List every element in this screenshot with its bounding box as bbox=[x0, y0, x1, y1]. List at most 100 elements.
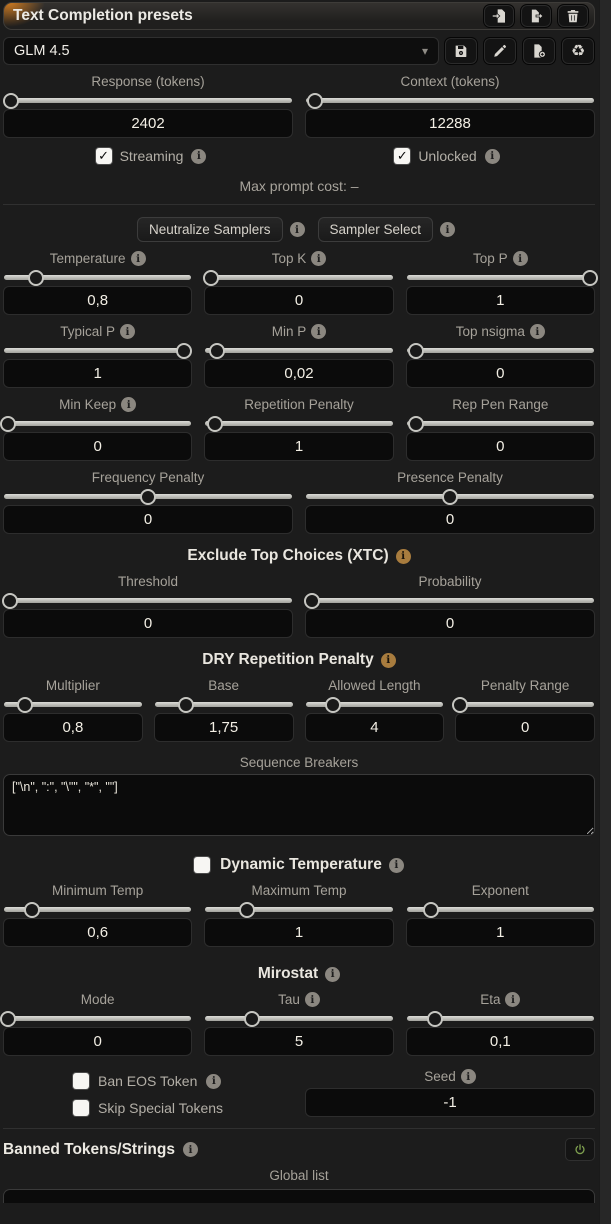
response-value[interactable]: 2402 bbox=[3, 109, 293, 138]
update-preset-button[interactable] bbox=[444, 37, 478, 65]
rename-preset-button[interactable] bbox=[483, 37, 517, 65]
temperature-value[interactable]: 0,8 bbox=[3, 286, 193, 315]
dry_base-slider[interactable] bbox=[154, 696, 293, 713]
unlocked-checkbox[interactable]: ✓ bbox=[394, 148, 411, 164]
xtc_probability-slider-handle[interactable] bbox=[303, 592, 320, 609]
info-icon[interactable]: i bbox=[191, 148, 207, 164]
dry_multiplier-value[interactable]: 0,8 bbox=[3, 713, 143, 742]
info-icon[interactable]: i bbox=[304, 992, 320, 1007]
info-icon[interactable]: i bbox=[311, 251, 327, 266]
min_temp-value[interactable]: 0,6 bbox=[3, 918, 193, 947]
dry_base-slider-handle[interactable] bbox=[178, 696, 195, 713]
info-icon[interactable]: i bbox=[395, 548, 411, 564]
freq_pen-value[interactable]: 0 bbox=[3, 505, 293, 534]
top_p-slider-handle[interactable] bbox=[582, 269, 599, 286]
miro_mode-value[interactable]: 0 bbox=[3, 1027, 193, 1056]
info-icon[interactable]: i bbox=[380, 652, 396, 668]
streaming-checkbox[interactable]: ✓ bbox=[95, 148, 112, 164]
max_temp-slider-handle[interactable] bbox=[238, 901, 255, 918]
top_p-slider[interactable] bbox=[406, 269, 599, 286]
typical_p-value[interactable]: 1 bbox=[3, 359, 193, 388]
info-icon[interactable]: i bbox=[311, 324, 327, 339]
min_p-slider-handle[interactable] bbox=[208, 342, 225, 359]
toggle-banned-tokens-button[interactable] bbox=[565, 1138, 595, 1161]
neutralize-samplers-button[interactable]: Neutralize Samplers bbox=[136, 217, 283, 242]
restore-preset-button[interactable]: ♻ bbox=[561, 37, 595, 65]
sequence-breakers-textarea[interactable]: ["\n", ":", "\"", "*", ""] bbox=[3, 774, 595, 836]
dry_allowed_length-slider-handle[interactable] bbox=[325, 696, 342, 713]
info-icon[interactable]: i bbox=[388, 857, 404, 873]
xtc_probability-value[interactable]: 0 bbox=[305, 609, 595, 638]
xtc_threshold-slider[interactable] bbox=[1, 592, 292, 609]
typical_p-slider-handle[interactable] bbox=[175, 342, 192, 359]
preset-select[interactable]: GLM 4.5 ▾ bbox=[3, 37, 439, 65]
max_temp-value[interactable]: 1 bbox=[204, 918, 394, 947]
miro_tau-slider-handle[interactable] bbox=[244, 1010, 261, 1027]
max_temp-slider[interactable] bbox=[205, 901, 393, 918]
dry_multiplier-slider-handle[interactable] bbox=[16, 696, 33, 713]
info-icon[interactable]: i bbox=[460, 1069, 476, 1084]
min_keep-slider-handle[interactable] bbox=[0, 415, 16, 432]
info-icon[interactable]: i bbox=[130, 251, 146, 266]
temperature-slider[interactable] bbox=[4, 269, 192, 286]
xtc_threshold-slider-handle[interactable] bbox=[1, 592, 18, 609]
rep_pen_range-slider-handle[interactable] bbox=[408, 415, 425, 432]
pres_pen-value[interactable]: 0 bbox=[305, 505, 595, 534]
miro_tau-slider[interactable] bbox=[205, 1010, 393, 1027]
min_keep-slider[interactable] bbox=[0, 415, 192, 432]
dry_penalty_range-value[interactable]: 0 bbox=[455, 713, 595, 742]
min_p-value[interactable]: 0,02 bbox=[204, 359, 394, 388]
miro_eta-value[interactable]: 0,1 bbox=[405, 1027, 595, 1056]
top_nsigma-slider[interactable] bbox=[406, 342, 594, 359]
pres_pen-slider-handle[interactable] bbox=[442, 488, 458, 505]
import-preset-button[interactable] bbox=[483, 4, 515, 28]
ban-eos-checkbox[interactable] bbox=[73, 1073, 89, 1089]
info-icon[interactable]: i bbox=[289, 222, 305, 237]
info-icon[interactable]: i bbox=[325, 966, 341, 982]
pres_pen-slider[interactable] bbox=[306, 488, 594, 505]
exponent-slider[interactable] bbox=[406, 901, 594, 918]
dry_base-value[interactable]: 1,75 bbox=[153, 713, 294, 742]
top_k-slider[interactable] bbox=[202, 269, 393, 286]
context-value[interactable]: 12288 bbox=[305, 109, 595, 138]
delete-preset-button[interactable] bbox=[557, 4, 589, 28]
rep_pen_range-value[interactable]: 0 bbox=[405, 432, 595, 461]
dry_multiplier-slider[interactable] bbox=[4, 696, 142, 713]
scrollbar[interactable] bbox=[599, 0, 611, 1224]
freq_pen-slider-handle[interactable] bbox=[140, 488, 156, 505]
dry_penalty_range-slider-handle[interactable] bbox=[452, 696, 469, 713]
rep_pen-slider[interactable] bbox=[205, 415, 393, 432]
dynamic-temperature-checkbox[interactable] bbox=[194, 857, 211, 873]
min_temp-slider-handle[interactable] bbox=[24, 901, 41, 918]
miro_tau-value[interactable]: 5 bbox=[204, 1027, 394, 1056]
global-banned-list-textarea[interactable] bbox=[3, 1189, 595, 1203]
dry_allowed_length-slider[interactable] bbox=[305, 696, 444, 713]
info-icon[interactable]: i bbox=[440, 222, 456, 237]
sampler-select-button[interactable]: Sampler Select bbox=[317, 217, 434, 242]
miro_eta-slider[interactable] bbox=[406, 1010, 594, 1027]
top_p-value[interactable]: 1 bbox=[405, 286, 595, 315]
min_temp-slider[interactable] bbox=[4, 901, 192, 918]
xtc_probability-slider[interactable] bbox=[303, 592, 594, 609]
top_nsigma-value[interactable]: 0 bbox=[405, 359, 595, 388]
exponent-value[interactable]: 1 bbox=[405, 918, 595, 947]
top_nsigma-slider-handle[interactable] bbox=[408, 342, 425, 359]
xtc_threshold-value[interactable]: 0 bbox=[3, 609, 293, 638]
typical_p-slider[interactable] bbox=[4, 342, 192, 359]
miro_mode-slider[interactable] bbox=[0, 1010, 192, 1027]
context-slider-handle[interactable] bbox=[306, 92, 323, 109]
info-icon[interactable]: i bbox=[484, 148, 500, 164]
info-icon[interactable]: i bbox=[512, 251, 528, 266]
context-slider[interactable] bbox=[306, 92, 594, 109]
export-preset-button[interactable] bbox=[520, 4, 552, 28]
info-icon[interactable]: i bbox=[182, 1142, 198, 1157]
info-icon[interactable]: i bbox=[121, 397, 137, 412]
skip-special-checkbox[interactable] bbox=[73, 1100, 89, 1116]
info-icon[interactable]: i bbox=[505, 992, 521, 1007]
freq_pen-slider[interactable] bbox=[4, 488, 292, 505]
exponent-slider-handle[interactable] bbox=[423, 901, 439, 918]
rep_pen-slider-handle[interactable] bbox=[206, 415, 223, 432]
miro_eta-slider-handle[interactable] bbox=[426, 1010, 443, 1027]
rep_pen-value[interactable]: 1 bbox=[204, 432, 394, 461]
top_k-value[interactable]: 0 bbox=[204, 286, 394, 315]
